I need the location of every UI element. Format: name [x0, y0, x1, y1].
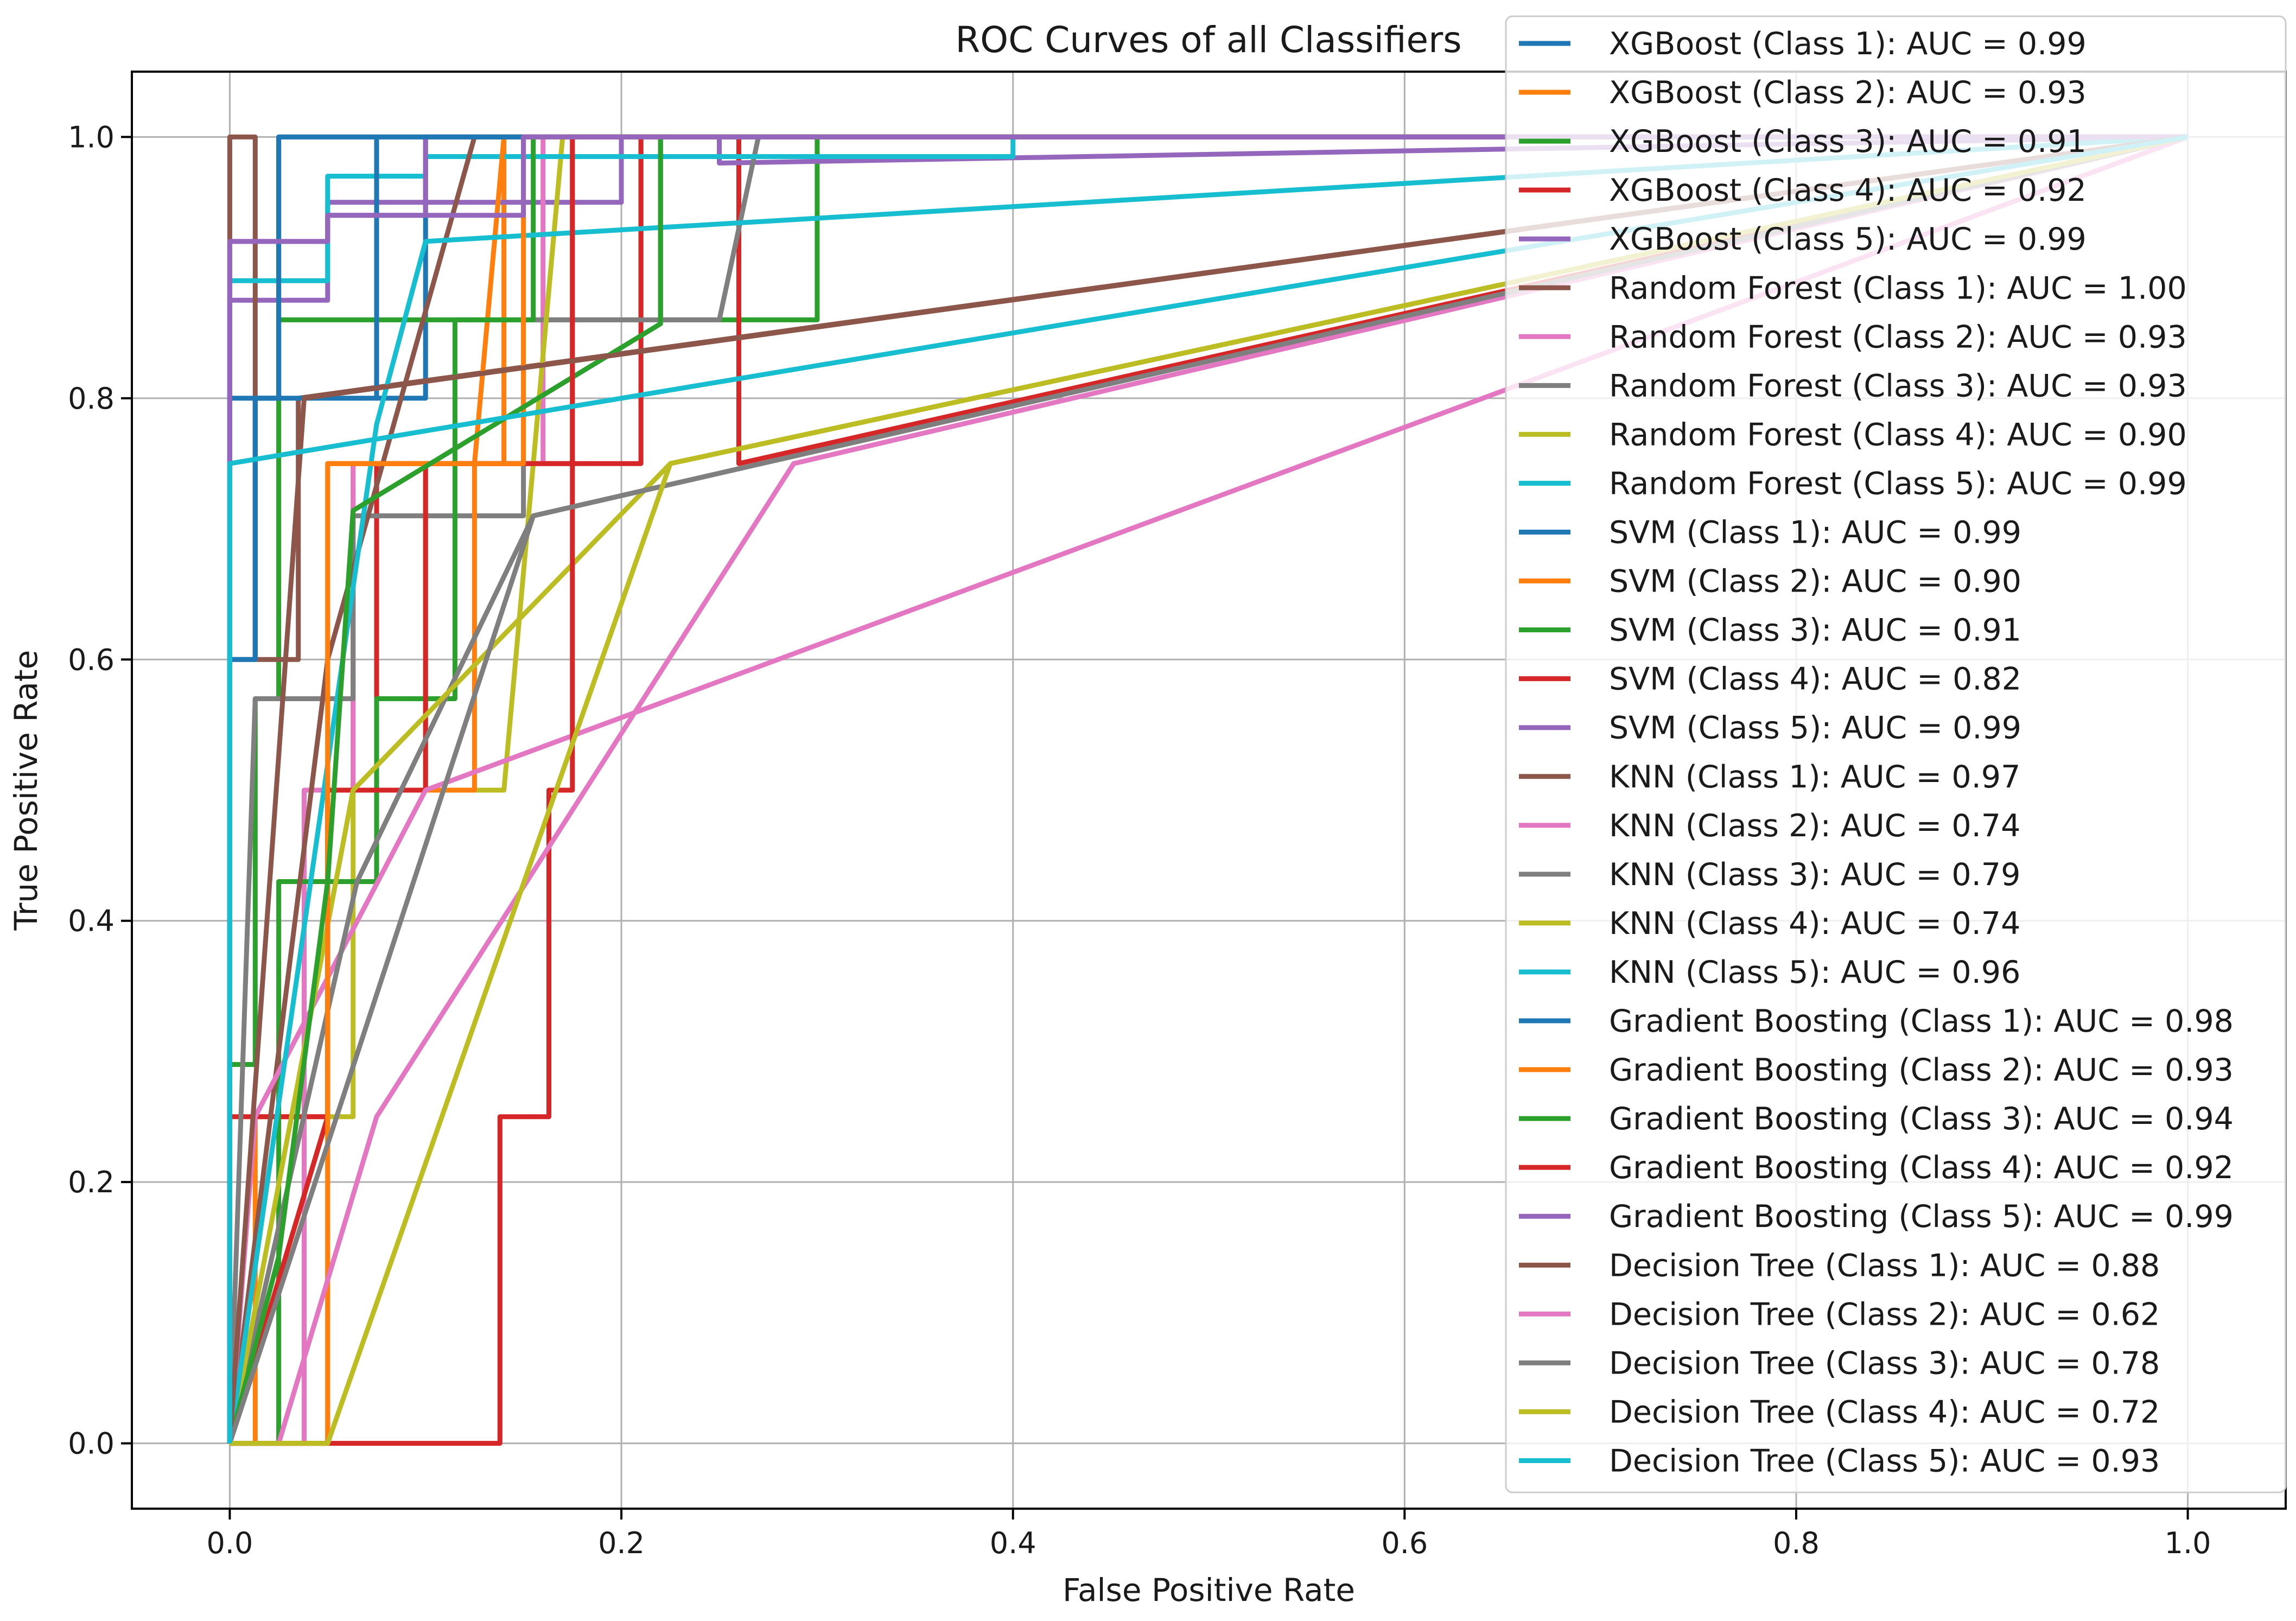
chart-title: ROC Curves of all Classifiers — [955, 19, 1461, 61]
series-line — [230, 135, 2189, 1446]
axis-ticks: 0.0 0.2 0.4 0.6 0.8 1.0 0.0 0.2 0.4 0.6 0.8 1.0 — [68, 120, 2211, 1560]
y-axis-label: True Positive Rate — [8, 650, 44, 931]
legend-entry: KNN (Class 2): AUC = 0.74 — [1609, 808, 2020, 844]
legend-entry: Decision Tree (Class 4): AUC = 0.72 — [1609, 1394, 2160, 1430]
legend-entry: Random Forest (Class 3): AUC = 0.93 — [1609, 368, 2187, 404]
x-tick-label: 0.8 — [1773, 1526, 1820, 1560]
y-tick-label: 0.8 — [68, 382, 115, 416]
series-line — [230, 134, 2188, 1446]
x-tick-label: 1.0 — [2165, 1526, 2211, 1560]
x-tick-label: 0.2 — [598, 1526, 645, 1560]
x-tick-label: 0.6 — [1381, 1526, 1428, 1560]
legend-entry: XGBoost (Class 5): AUC = 0.99 — [1609, 221, 2087, 257]
legend-entry: Decision Tree (Class 2): AUC = 0.62 — [1609, 1296, 2160, 1332]
legend-entry: Random Forest (Class 2): AUC = 0.93 — [1609, 319, 2187, 355]
series-line — [227, 134, 2188, 1444]
legend-entry: XGBoost (Class 2): AUC = 0.93 — [1609, 75, 2087, 111]
legend-entry: Gradient Boosting (Class 3): AUC = 0.94 — [1609, 1101, 2234, 1137]
series-line — [227, 134, 2188, 1444]
legend-entry: SVM (Class 1): AUC = 0.99 — [1609, 515, 2021, 551]
legend-entry: Random Forest (Class 1): AUC = 1.00 — [1609, 270, 2187, 306]
series-line — [230, 134, 2188, 1446]
legend-entry: KNN (Class 5): AUC = 0.96 — [1609, 955, 2020, 990]
legend-entry: Random Forest (Class 4): AUC = 0.90 — [1609, 417, 2187, 453]
legend: XGBoost (Class 1): AUC = 0.99 XGBoost (Cl… — [1505, 15, 2287, 1493]
y-tick-label: 0.0 — [68, 1427, 115, 1461]
y-tick-label: 0.4 — [68, 904, 115, 938]
legend-entry: Gradient Boosting (Class 4): AUC = 0.92 — [1609, 1150, 2234, 1186]
legend-entry: SVM (Class 5): AUC = 0.99 — [1609, 710, 2021, 746]
legend-entry: Gradient Boosting (Class 2): AUC = 0.93 — [1609, 1052, 2234, 1088]
legend-entry: Gradient Boosting (Class 5): AUC = 0.99 — [1609, 1199, 2234, 1235]
legend-entry: XGBoost (Class 1): AUC = 0.99 — [1609, 26, 2087, 62]
y-tick-label: 1.0 — [68, 120, 115, 154]
legend-entry: XGBoost (Class 4): AUC = 0.92 — [1609, 173, 2087, 208]
legend-entry: SVM (Class 2): AUC = 0.90 — [1609, 564, 2021, 600]
x-axis-label: False Positive Rate — [1063, 1572, 1355, 1609]
legend-entry: Random Forest (Class 5): AUC = 0.99 — [1609, 466, 2187, 501]
series-line — [227, 134, 2188, 1444]
x-tick-label: 0.0 — [206, 1526, 253, 1560]
legend-entry: Decision Tree (Class 3): AUC = 0.78 — [1609, 1345, 2160, 1381]
legend-entry: KNN (Class 3): AUC = 0.79 — [1609, 857, 2020, 893]
x-tick-label: 0.4 — [990, 1526, 1036, 1560]
legend-entry: Decision Tree (Class 5): AUC = 0.93 — [1609, 1443, 2160, 1479]
legend-entry: SVM (Class 3): AUC = 0.91 — [1609, 613, 2021, 649]
legend-entry: KNN (Class 4): AUC = 0.74 — [1609, 906, 2020, 942]
legend-entry: SVM (Class 4): AUC = 0.82 — [1609, 662, 2021, 697]
legend-box — [1505, 15, 2287, 1493]
legend-entry: KNN (Class 1): AUC = 0.97 — [1609, 759, 2020, 795]
y-tick-label: 0.2 — [68, 1165, 115, 1199]
y-tick-label: 0.6 — [68, 643, 115, 677]
legend-entry: XGBoost (Class 3): AUC = 0.91 — [1609, 124, 2087, 160]
legend-entry: Decision Tree (Class 1): AUC = 0.88 — [1609, 1248, 2160, 1283]
legend-entry: Gradient Boosting (Class 1): AUC = 0.98 — [1609, 1003, 2234, 1039]
